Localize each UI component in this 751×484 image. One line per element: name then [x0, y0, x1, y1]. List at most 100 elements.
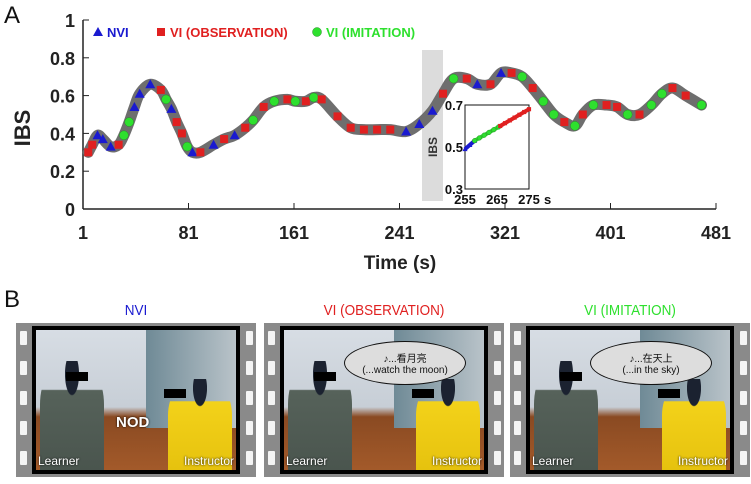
data-point-square [346, 123, 355, 132]
y-tick-label: 1 [65, 11, 75, 31]
data-point-square [373, 125, 382, 134]
video-frame: ♪...看月亮 (...watch the moon) Learner Instr… [264, 323, 504, 477]
data-point-square [486, 80, 495, 89]
data-point-triangle [187, 147, 198, 157]
data-point-square [602, 101, 611, 110]
inset-point [526, 107, 532, 112]
data-point-square [635, 110, 644, 119]
data-point-circle [290, 96, 301, 107]
scene-photo: ♪...在天上 (...in the sky) Learner Instructo… [526, 326, 734, 474]
scene-photo: ♪...看月亮 (...watch the moon) Learner Instr… [280, 326, 488, 474]
x-tick-label: 321 [490, 223, 520, 243]
data-point-circle [161, 94, 171, 105]
ibs-curve [82, 66, 707, 159]
data-point-square [114, 140, 123, 149]
data-point-square [333, 112, 342, 121]
data-point-square [241, 123, 250, 132]
data-point-square [528, 84, 537, 93]
data-point-circle [517, 71, 527, 82]
data-point-triangle [229, 130, 240, 140]
data-point-circle [657, 88, 667, 99]
data-point-circle [538, 96, 548, 107]
instructor-label: Instructor [183, 454, 234, 468]
y-tick-label: 0.2 [50, 162, 75, 182]
data-point-circle [646, 100, 657, 110]
inset-point [498, 123, 503, 129]
data-point-square [301, 97, 310, 106]
y-tick-label: 0.4 [50, 124, 75, 144]
nod-overlay: NOD [116, 414, 150, 431]
inset-point [491, 127, 497, 133]
bubble-translation: (...watch the moon) [362, 365, 448, 377]
data-point-triangle [496, 67, 507, 77]
data-point-circle [549, 109, 559, 120]
inset-x-unit: s [544, 192, 551, 207]
panel-b-label: B [4, 286, 21, 313]
data-point-square [259, 102, 268, 111]
data-point-square [681, 91, 690, 100]
data-point-circle [248, 115, 258, 125]
data-point-square [462, 74, 471, 83]
scene-photo: NOD Learner Instructor [32, 326, 240, 474]
inset-point [502, 121, 508, 126]
data-point-square [359, 125, 368, 134]
x-tick-label: 241 [384, 223, 414, 243]
data-point-triangle [97, 134, 108, 144]
inset-chart: 0.3 0.5 0.7 255 265 275 s IBS [426, 98, 551, 207]
x-tick-label: 481 [701, 223, 731, 243]
inset-x-tick-label: 265 [486, 192, 508, 207]
legend-circle-icon [312, 27, 322, 37]
inset-x-tick-label: 255 [454, 192, 476, 207]
data-point-square [177, 129, 186, 138]
speech-bubble: ♪...在天上 (...in the sky) [590, 341, 712, 386]
instructor-label: Instructor [677, 454, 728, 468]
instructor-label: Instructor [431, 454, 482, 468]
learner-label: Learner [38, 454, 80, 468]
data-point-square [196, 148, 205, 157]
inset-point [517, 112, 522, 117]
data-point-circle [622, 109, 633, 120]
bubble-translation: (...in the sky) [622, 365, 680, 377]
data-point-circle [182, 141, 192, 152]
x-tick-label: 1 [78, 223, 88, 243]
data-point-square [578, 110, 587, 119]
ibs-chart: 0 0.2 0.4 0.6 0.8 1 1 81 161 241 321 401 481 NVI VI (… [10, 11, 731, 274]
inset-y-tick-label: 0.7 [445, 98, 463, 113]
data-point-circle [696, 100, 707, 110]
speech-bubble: ♪...看月亮 (...watch the moon) [344, 341, 466, 386]
data-point-square [283, 95, 292, 104]
data-point-triangle [414, 118, 425, 128]
data-point-circle [448, 73, 459, 84]
data-point-circle [269, 96, 279, 107]
inset-point [476, 135, 482, 141]
video-frame: ♪...在天上 (...in the sky) Learner Instructo… [510, 323, 750, 477]
y-tick-label: 0 [65, 200, 75, 220]
data-point-circle [124, 117, 134, 127]
y-axis-label: IBS [10, 110, 35, 147]
legend-square-icon [157, 28, 165, 36]
data-point-square [613, 102, 622, 111]
data-point-square [507, 68, 516, 77]
legend-label: NVI [107, 25, 129, 40]
inset-point [481, 132, 487, 138]
data-point-triangle [145, 79, 156, 89]
data-point-square [172, 118, 181, 127]
frame-title: VI (IMITATION) [584, 302, 676, 319]
inset-point [472, 138, 478, 144]
legend-label: VI (IMITATION) [326, 25, 415, 40]
data-point-circle [588, 100, 599, 110]
y-tick-label: 0.8 [50, 49, 75, 69]
data-point-triangle [92, 130, 103, 140]
y-tick-label: 0.6 [50, 87, 75, 107]
data-point-triangle [208, 139, 219, 149]
data-point-triangle [105, 141, 116, 151]
data-point-circle [309, 92, 319, 103]
inset-point [522, 109, 527, 115]
inset-point [512, 115, 517, 120]
inset-y-label: IBS [426, 137, 440, 157]
inset-point [507, 118, 512, 123]
data-point-triangle [129, 101, 140, 111]
panel-a-label: A [4, 2, 21, 29]
data-point-triangle [134, 88, 145, 98]
